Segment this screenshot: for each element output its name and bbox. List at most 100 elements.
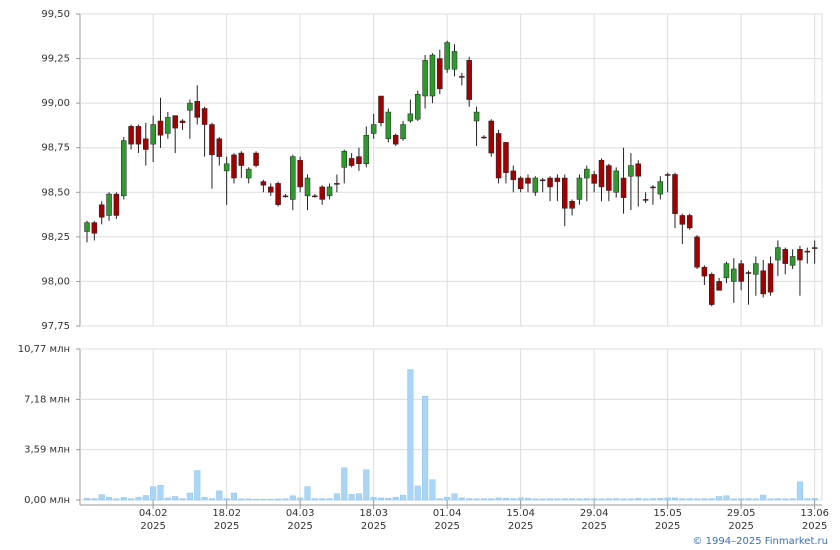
volume-bar [98, 494, 105, 501]
volume-bar [774, 498, 781, 501]
candle-body [569, 200, 575, 209]
y-tick-label: 99,50 [41, 9, 70, 20]
candle-body [194, 101, 200, 118]
y-tick-label: 98,00 [41, 276, 70, 287]
volume-bar [253, 498, 260, 501]
candle-body [106, 193, 112, 216]
candle-body [238, 152, 245, 166]
volume-bar [429, 479, 436, 501]
candle-body [584, 168, 590, 179]
candle-body [672, 174, 678, 214]
volume-bar [83, 498, 91, 501]
candle-body [466, 60, 472, 100]
volume-bar [333, 493, 340, 501]
candle-body [209, 124, 215, 156]
volume-bar [135, 496, 142, 501]
volume-bar [466, 498, 473, 501]
y-tick-label: 99,25 [41, 54, 70, 65]
y-tick-label: 0,00 млн [24, 495, 70, 506]
candle-body [532, 177, 539, 193]
candle-body [253, 152, 259, 166]
candle-body [767, 263, 774, 293]
candle-body [201, 108, 208, 125]
volume-bar [517, 497, 524, 501]
volume-bar [752, 498, 759, 501]
candle-body [459, 76, 465, 78]
x-tick-label: 29.04 2025 [579, 508, 609, 532]
volume-bar [510, 498, 517, 501]
volume-bar [532, 498, 539, 501]
volume-bar [326, 498, 333, 501]
candle-body [797, 249, 803, 261]
volume-bar [282, 498, 289, 501]
candle-body [539, 179, 546, 182]
volume-bar [245, 498, 252, 501]
candle-body [297, 159, 303, 188]
volume-bar [106, 496, 113, 501]
volume-bar [649, 498, 657, 501]
x-tick-label: 04.02 2025 [138, 508, 168, 532]
candle-body [172, 115, 178, 129]
candle-body [503, 142, 509, 173]
candle-body [429, 54, 436, 97]
volume-bar [230, 492, 238, 501]
volume-bar [407, 369, 414, 501]
volume-bar [730, 498, 737, 501]
volume-bar [539, 498, 546, 501]
volume-bar [311, 498, 318, 501]
candle-body [547, 177, 553, 188]
volume-bar [569, 498, 576, 501]
volume-bar [524, 498, 532, 501]
volume-bar [319, 498, 326, 501]
candle-body [407, 113, 414, 122]
candle-body [268, 186, 274, 193]
candle-body [385, 111, 392, 140]
candle-body [290, 156, 296, 200]
candle-body [709, 274, 715, 305]
volume-bar [120, 497, 127, 501]
candle-body [782, 249, 788, 264]
volume-bar [591, 498, 598, 501]
volume-bar [128, 498, 135, 501]
volume-bar [642, 498, 649, 501]
candle-body [334, 183, 340, 185]
candle-body [128, 126, 134, 145]
candle-body [341, 151, 347, 168]
candle-body [664, 174, 671, 176]
volume-bar [671, 497, 679, 501]
candle-body [422, 60, 428, 97]
candle-body [745, 272, 752, 274]
volume-bar [208, 498, 215, 501]
candle-body [304, 177, 311, 197]
y-tick-label: 99,00 [41, 98, 70, 109]
volume-bar [547, 498, 554, 501]
candle-body [495, 133, 502, 179]
volume-bar [495, 497, 502, 501]
candle-body [811, 247, 818, 249]
volume-bar [341, 467, 348, 501]
candle-body [701, 266, 708, 277]
volume-bar [223, 498, 230, 501]
candle-body [223, 163, 230, 172]
volume-bar [635, 498, 642, 501]
volume-bar [473, 498, 480, 501]
candle-body [378, 95, 384, 124]
volume-bar [260, 498, 267, 501]
volume-bar [620, 498, 627, 501]
volume-bar [172, 496, 179, 501]
candle-body [760, 270, 766, 295]
candle-body [275, 183, 281, 206]
candle-body [165, 117, 171, 134]
volume-bar [804, 498, 811, 501]
candle-body [694, 236, 700, 268]
x-tick-label: 29.05 2025 [726, 508, 756, 532]
x-tick-label: 18.03 2025 [359, 508, 388, 532]
y-tick-label: 98,50 [41, 187, 70, 198]
volume-bar [502, 498, 509, 501]
candle-body [150, 124, 156, 145]
candle-body [121, 140, 127, 197]
candle-body [598, 159, 605, 188]
candle-body [554, 177, 561, 182]
candle-body [613, 170, 619, 193]
candle-body [319, 186, 325, 200]
